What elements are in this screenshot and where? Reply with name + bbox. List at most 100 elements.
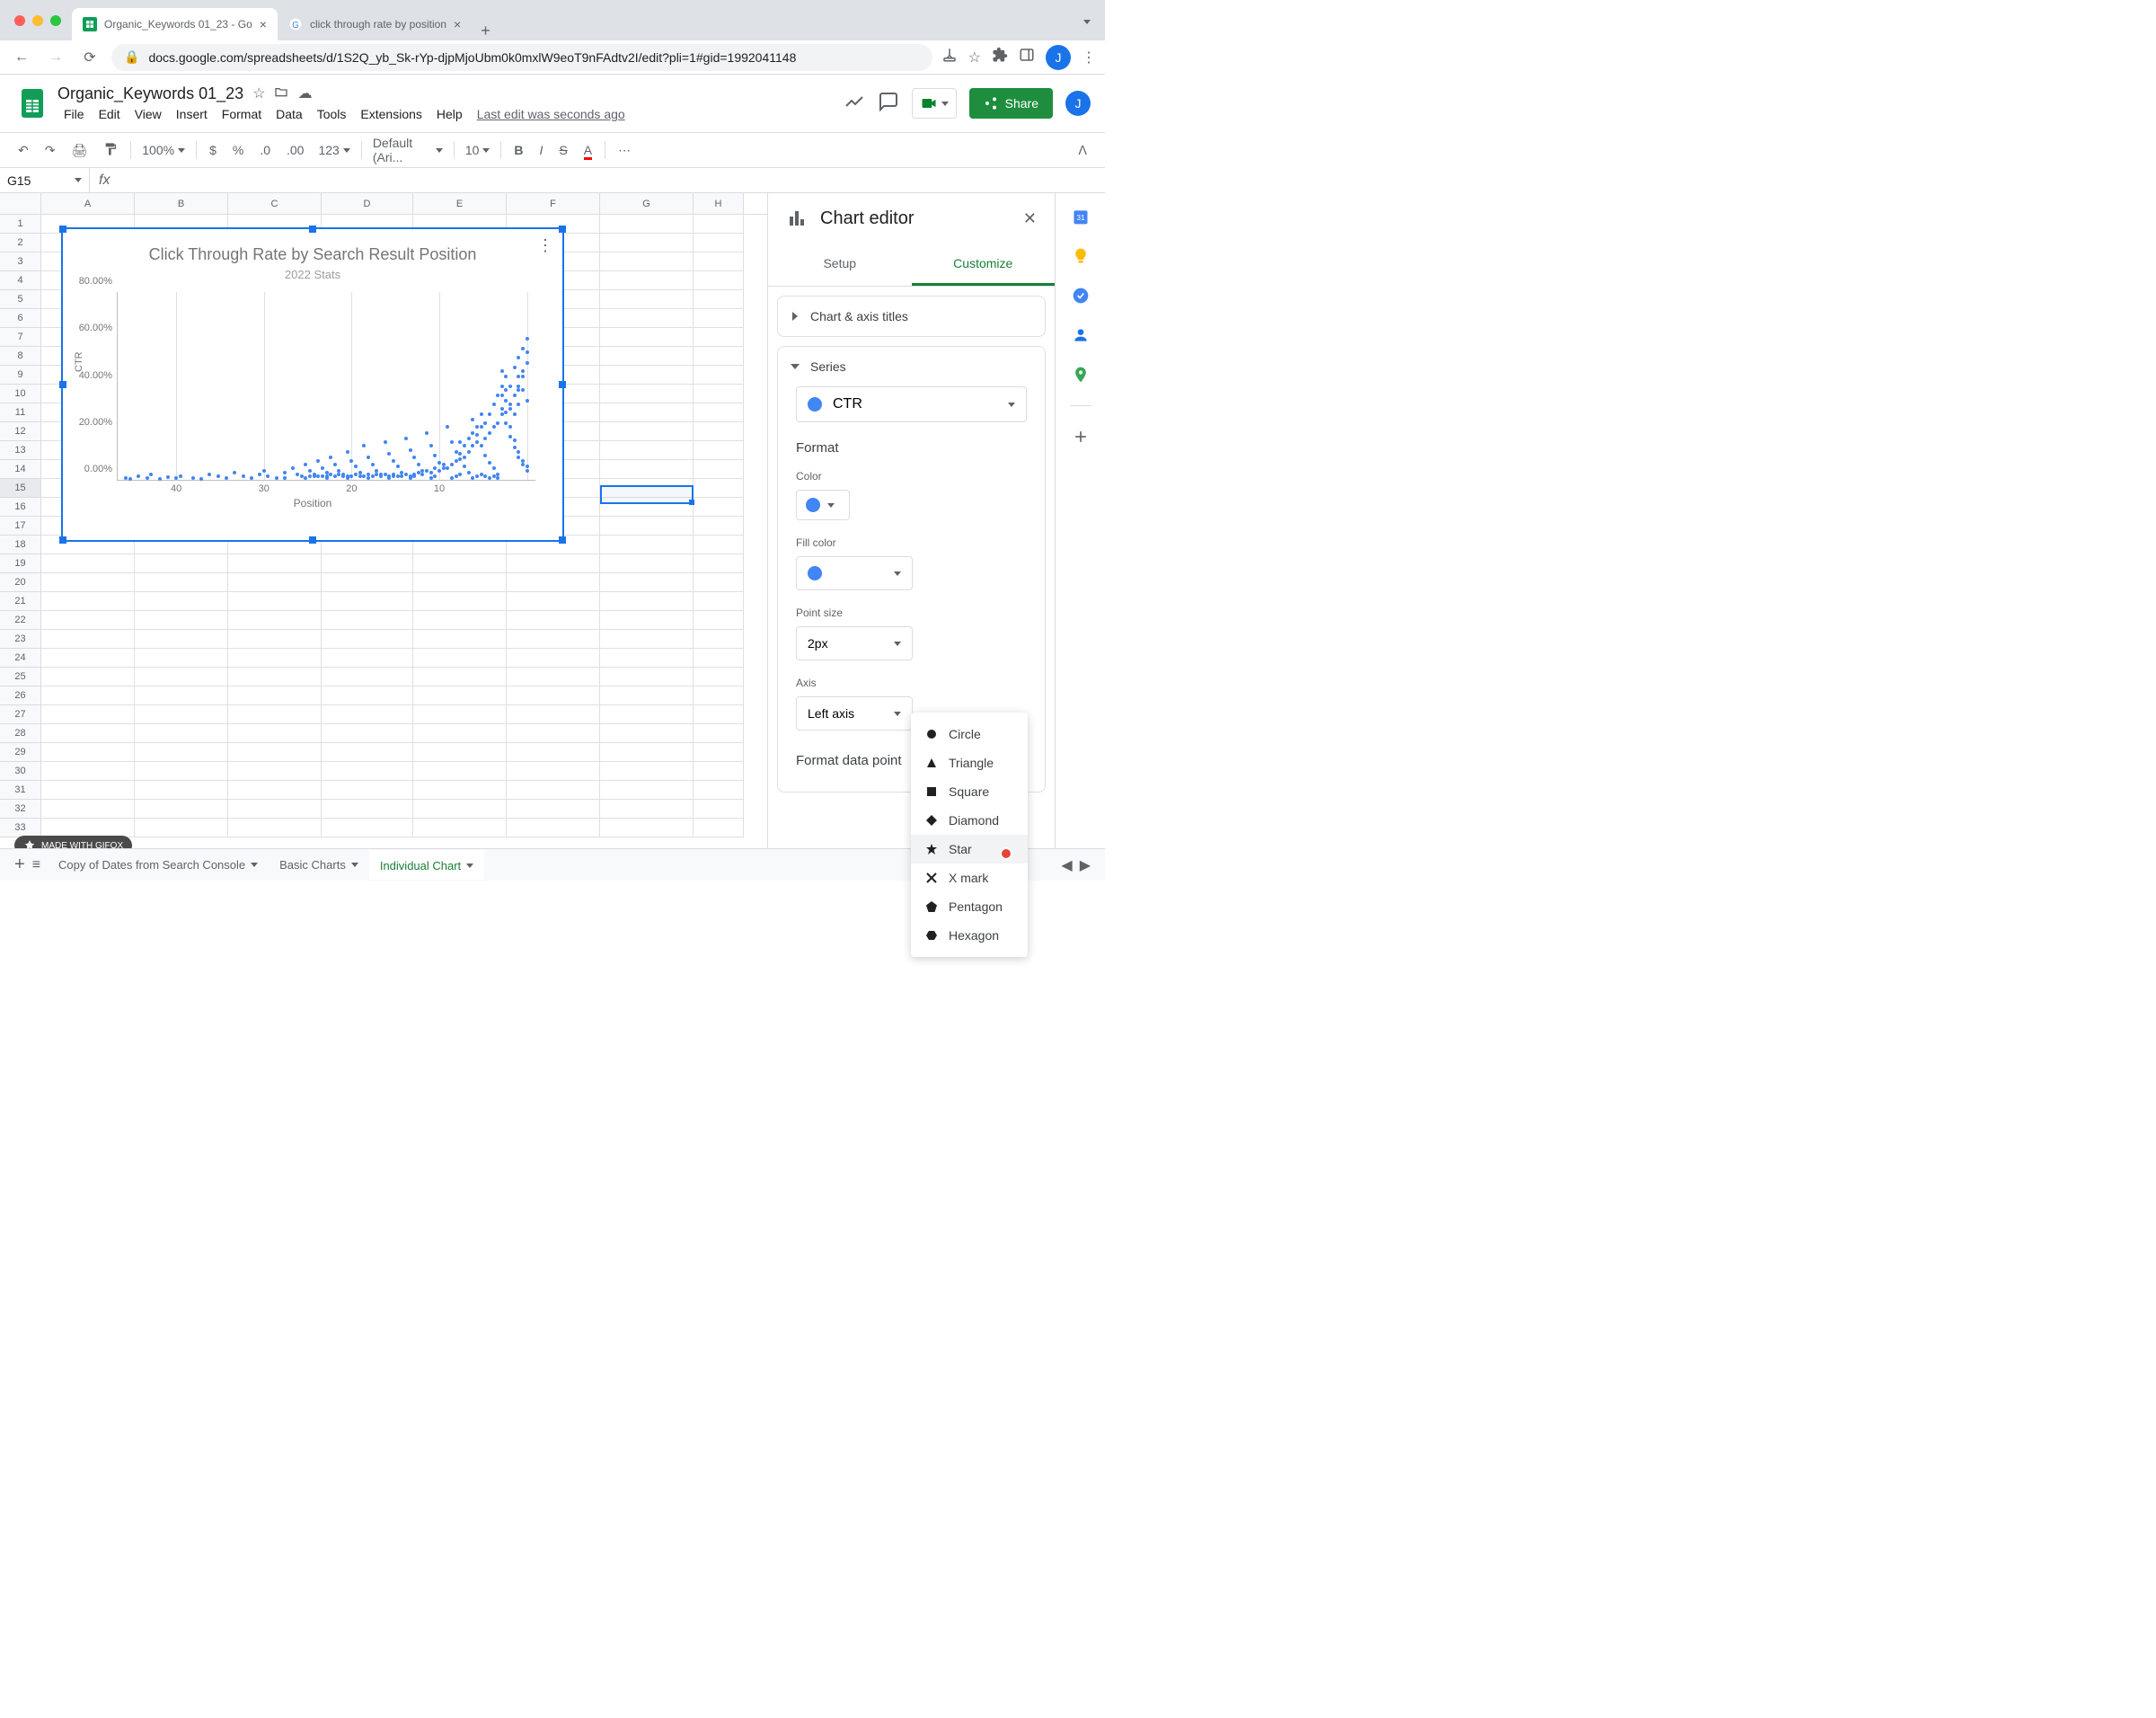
resize-handle[interactable] <box>59 226 66 233</box>
scroll-right-button[interactable]: ▶ <box>1080 856 1091 874</box>
select-all-corner[interactable] <box>0 193 41 214</box>
shape-option-xmark[interactable]: X mark <box>911 863 1028 892</box>
column-header[interactable]: D <box>322 193 413 214</box>
user-avatar[interactable]: J <box>1065 91 1091 116</box>
menu-tools[interactable]: Tools <box>311 105 353 123</box>
menu-help[interactable]: Help <box>430 105 469 123</box>
shape-option-pentagon[interactable]: Pentagon <box>911 892 1028 921</box>
row-header[interactable]: 5 <box>0 290 41 309</box>
close-window-button[interactable] <box>14 15 25 26</box>
back-button[interactable]: ← <box>9 45 34 70</box>
menu-edit[interactable]: Edit <box>93 105 127 123</box>
minimize-window-button[interactable] <box>32 15 43 26</box>
resize-handle[interactable] <box>559 536 566 544</box>
share-icon[interactable] <box>941 47 958 67</box>
close-editor-button[interactable]: ✕ <box>1023 209 1037 228</box>
row-header[interactable]: 10 <box>0 385 41 403</box>
shape-option-triangle[interactable]: Triangle <box>911 748 1028 777</box>
meet-button[interactable] <box>912 88 957 119</box>
font-select[interactable]: Default (Ari... <box>367 132 448 168</box>
row-header[interactable]: 18 <box>0 536 41 554</box>
collapse-toolbar-button[interactable]: ᐱ <box>1071 137 1094 164</box>
row-header[interactable]: 14 <box>0 460 41 479</box>
currency-button[interactable]: $ <box>202 137 224 163</box>
document-title[interactable]: Organic_Keywords 01_23 <box>57 84 243 103</box>
row-header[interactable]: 15 <box>0 479 41 498</box>
row-header[interactable]: 16 <box>0 498 41 517</box>
row-header[interactable]: 31 <box>0 781 41 800</box>
menu-extensions[interactable]: Extensions <box>354 105 428 123</box>
strikethrough-button[interactable]: S <box>552 137 574 163</box>
sheet-tab[interactable]: Copy of Dates from Search Console <box>48 850 269 880</box>
forward-button[interactable]: → <box>43 45 68 70</box>
sidepanel-icon[interactable] <box>1019 47 1035 67</box>
resize-handle[interactable] <box>59 381 66 388</box>
row-header[interactable]: 30 <box>0 762 41 781</box>
more-tools-button[interactable]: ⋯ <box>611 137 638 164</box>
row-header[interactable]: 28 <box>0 724 41 743</box>
resize-handle[interactable] <box>559 381 566 388</box>
extensions-icon[interactable] <box>992 47 1008 67</box>
row-header[interactable]: 22 <box>0 611 41 630</box>
column-header[interactable]: E <box>413 193 507 214</box>
row-header[interactable]: 11 <box>0 403 41 422</box>
text-color-button[interactable]: A <box>577 137 599 163</box>
column-header[interactable]: A <box>41 193 135 214</box>
menu-view[interactable]: View <box>128 105 168 123</box>
calendar-icon[interactable]: 31 <box>1072 208 1090 226</box>
row-header[interactable]: 1 <box>0 215 41 234</box>
menu-data[interactable]: Data <box>270 105 309 123</box>
shape-option-diamond[interactable]: Diamond <box>911 806 1028 835</box>
star-icon[interactable]: ☆ <box>252 84 265 103</box>
row-header[interactable]: 23 <box>0 630 41 649</box>
row-header[interactable]: 21 <box>0 592 41 611</box>
shape-option-square[interactable]: Square <box>911 777 1028 806</box>
italic-button[interactable]: I <box>533 137 551 163</box>
menu-insert[interactable]: Insert <box>170 105 214 123</box>
decrease-decimal-button[interactable]: .0 <box>252 137 278 163</box>
column-header[interactable]: C <box>228 193 322 214</box>
browser-tab[interactable]: G click through rate by position × <box>278 8 472 40</box>
menu-format[interactable]: Format <box>216 105 268 123</box>
tabs-dropdown-icon[interactable] <box>1076 13 1098 29</box>
last-edit-link[interactable]: Last edit was seconds ago <box>471 105 632 123</box>
zoom-select[interactable]: 100% <box>137 139 190 161</box>
row-header[interactable]: 17 <box>0 517 41 536</box>
embedded-chart[interactable]: ⋮ Click Through Rate by Search Result Po… <box>61 227 564 542</box>
increase-decimal-button[interactable]: .00 <box>279 137 311 163</box>
close-tab-icon[interactable]: × <box>454 17 461 31</box>
series-section-header[interactable]: Series <box>778 347 1045 386</box>
row-header[interactable]: 20 <box>0 573 41 592</box>
row-header[interactable]: 7 <box>0 328 41 347</box>
sheets-logo[interactable] <box>14 85 50 121</box>
scroll-left-button[interactable]: ◀ <box>1061 856 1072 874</box>
contacts-icon[interactable] <box>1072 326 1090 344</box>
number-format-select[interactable]: 123 <box>313 139 355 161</box>
move-icon[interactable] <box>274 84 288 103</box>
row-header[interactable]: 3 <box>0 252 41 271</box>
font-size-select[interactable]: 10 <box>460 139 496 161</box>
color-picker[interactable] <box>796 490 850 520</box>
column-header[interactable]: F <box>507 193 600 214</box>
cells-area[interactable]: ⋮ Click Through Rate by Search Result Po… <box>41 215 767 837</box>
column-header[interactable]: B <box>135 193 228 214</box>
menu-file[interactable]: File <box>57 105 91 123</box>
cloud-icon[interactable]: ☁ <box>297 84 312 103</box>
chart-menu-icon[interactable]: ⋮ <box>537 236 553 255</box>
more-icon[interactable]: ⋮ <box>1082 49 1096 66</box>
add-icon[interactable] <box>1072 428 1090 446</box>
cell-reference[interactable]: G15 <box>0 168 90 192</box>
chart-axis-section[interactable]: Chart & axis titles <box>777 296 1046 337</box>
column-header[interactable]: H <box>694 193 744 214</box>
reload-button[interactable]: ⟳ <box>77 45 102 70</box>
row-header[interactable]: 9 <box>0 366 41 385</box>
browser-tab-active[interactable]: Organic_Keywords 01_23 - Go × <box>72 8 278 40</box>
row-header[interactable]: 2 <box>0 234 41 252</box>
paint-format-button[interactable] <box>96 137 125 164</box>
row-header[interactable]: 13 <box>0 441 41 460</box>
address-bar[interactable]: 🔒 docs.google.com/spreadsheets/d/1S2Q_yb… <box>111 44 932 71</box>
spreadsheet-grid[interactable]: ABCDEFGH 1234567891011121314151617181920… <box>0 193 767 867</box>
row-header[interactable]: 26 <box>0 686 41 705</box>
row-header[interactable]: 33 <box>0 819 41 837</box>
resize-handle[interactable] <box>309 536 316 544</box>
